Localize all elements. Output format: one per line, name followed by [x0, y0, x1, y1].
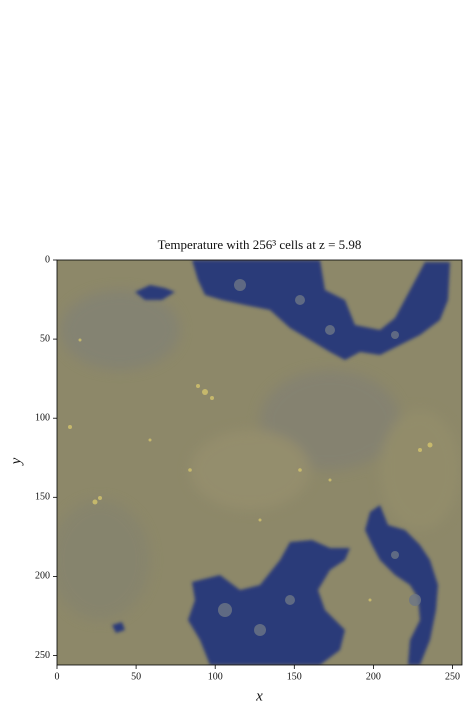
- y-axis-label: y: [8, 457, 24, 466]
- x-axis-label: x: [255, 688, 263, 704]
- y-tick-label: 100: [35, 413, 50, 424]
- y-tick-label: 250: [35, 650, 50, 661]
- temperature-field: [57, 260, 462, 665]
- y-tick-label: 0: [45, 254, 50, 265]
- chart-title: Temperature with 256³ cells at z = 5.98: [158, 237, 362, 252]
- y-tick-label: 200: [35, 571, 50, 582]
- x-tick-label: 0: [55, 671, 60, 682]
- x-tick-label: 100: [208, 671, 223, 682]
- x-tick-label: 250: [445, 671, 460, 682]
- plot-frame: [56, 259, 463, 666]
- x-tick-label: 200: [366, 671, 381, 682]
- y-tick-label: 50: [40, 333, 50, 344]
- y-tick-label: 150: [35, 492, 50, 503]
- x-tick-label: 50: [131, 671, 141, 682]
- x-tick-label: 150: [287, 671, 302, 682]
